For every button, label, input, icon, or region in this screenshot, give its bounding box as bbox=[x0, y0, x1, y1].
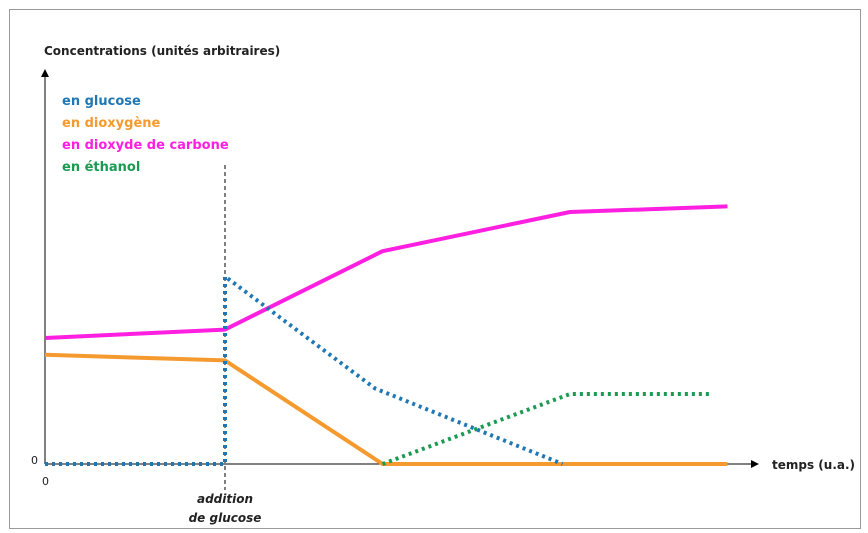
series-line-2 bbox=[44, 352, 728, 466]
legend-entry-2: en dioxygène bbox=[62, 116, 161, 131]
annotation-label-line1: addition bbox=[197, 492, 253, 506]
series-line-1 bbox=[45, 274, 564, 466]
series-line-3 bbox=[44, 204, 728, 340]
legend-entry-3: en dioxyde de carbone bbox=[62, 138, 229, 153]
y-origin-label: 0 bbox=[31, 454, 38, 467]
legend-entry-4: en éthanol bbox=[62, 160, 140, 175]
chart-frame bbox=[9, 9, 861, 529]
x-axis-label: temps (u.a.) bbox=[772, 458, 855, 472]
legend-entry-1: en glucose bbox=[62, 94, 141, 109]
x-origin-label: 0 bbox=[42, 475, 49, 488]
legend: en glucose en dioxygène en dioxyde de carb… bbox=[62, 94, 229, 175]
series-line-4 bbox=[381, 392, 713, 466]
series-layer bbox=[44, 204, 728, 466]
y-axis-label: Concentrations (unités arbitraires) bbox=[44, 44, 280, 58]
annotation-label-line2: de glucose bbox=[189, 511, 262, 525]
